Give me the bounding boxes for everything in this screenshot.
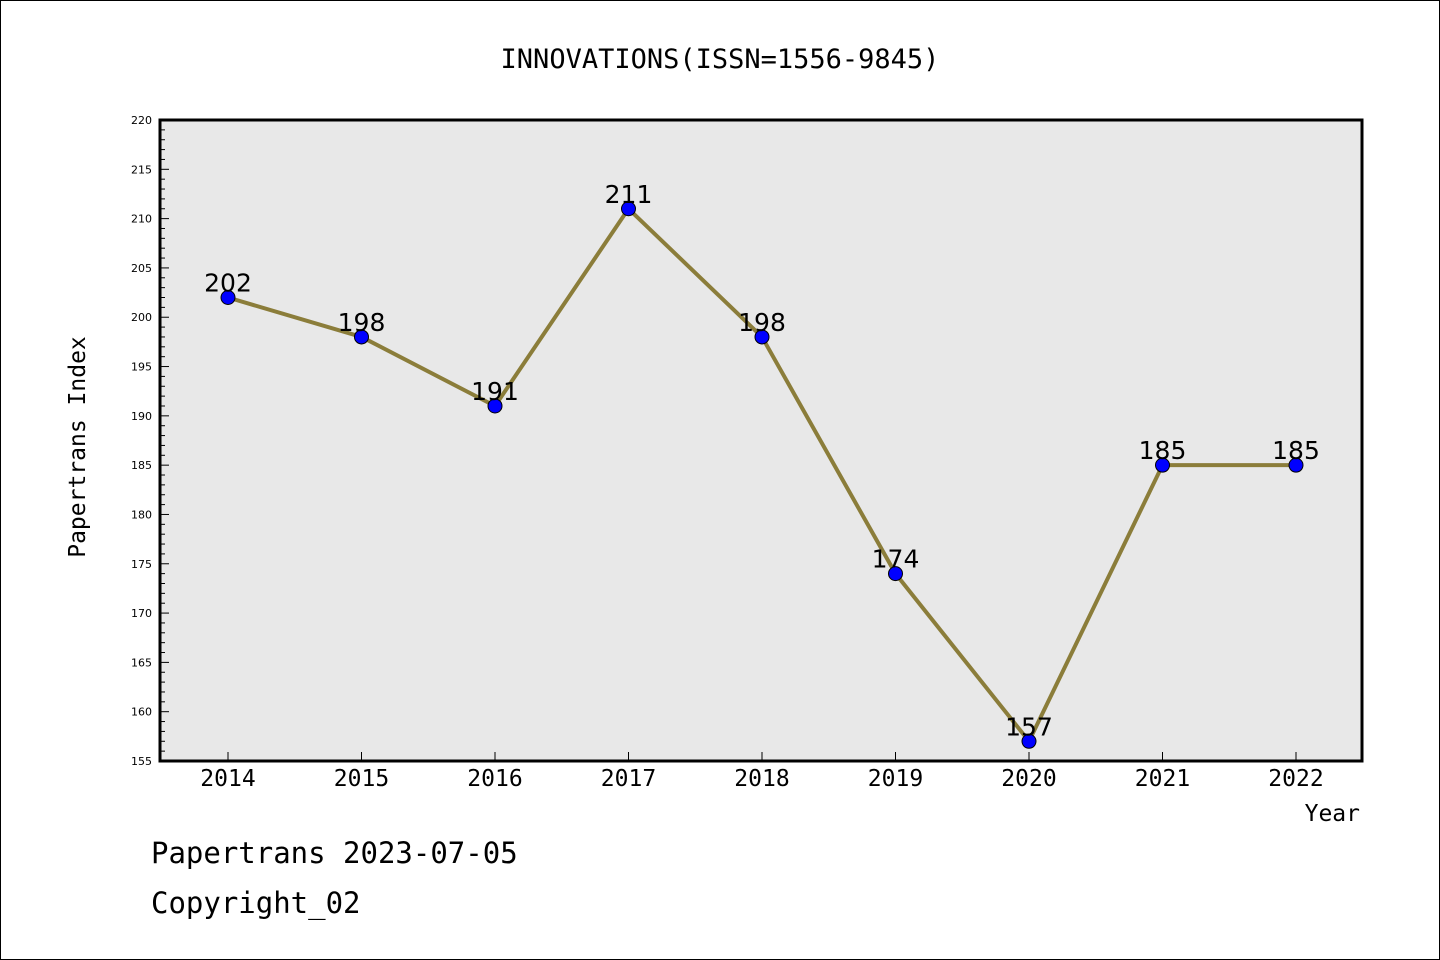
y-tick-label: 195 bbox=[131, 361, 152, 374]
y-axis: 155 160 165 170 175 180 185 190 195 200 205 210 215 2… bbox=[131, 114, 169, 768]
y-tick-label: 160 bbox=[131, 706, 152, 719]
data-point bbox=[220, 290, 236, 306]
plot-area bbox=[160, 120, 1362, 761]
y-tick-label: 205 bbox=[131, 262, 152, 275]
x-tick-label: 2021 bbox=[1135, 766, 1190, 792]
x-tick-label: 2016 bbox=[467, 766, 522, 792]
data-label: 198 bbox=[338, 308, 386, 337]
data-label: 191 bbox=[471, 377, 519, 406]
footer-date: Papertrans 2023-07-05 bbox=[151, 836, 518, 870]
data-label: 185 bbox=[1272, 436, 1320, 465]
data-point bbox=[1288, 457, 1304, 473]
data-labels: 202 198 191 211 198 174 157 185 185 bbox=[204, 180, 1320, 742]
x-tick-label: 2017 bbox=[601, 766, 656, 792]
x-tick-label: 2020 bbox=[1001, 766, 1056, 792]
y-tick-label: 175 bbox=[131, 558, 152, 571]
y-tick-label: 185 bbox=[131, 459, 152, 472]
data-point bbox=[754, 329, 770, 345]
data-point bbox=[487, 398, 503, 414]
y-tick-label: 215 bbox=[131, 163, 152, 176]
y-tick-label: 200 bbox=[131, 311, 152, 324]
y-tick-label: 180 bbox=[131, 508, 152, 521]
plot-border bbox=[158, 118, 1364, 763]
x-tick-label: 2014 bbox=[200, 766, 255, 792]
y-tick-label: 155 bbox=[131, 755, 152, 768]
data-point bbox=[1021, 733, 1037, 749]
series-line bbox=[220, 201, 1304, 749]
data-label: 185 bbox=[1139, 436, 1187, 465]
x-tick-label: 2019 bbox=[868, 766, 923, 792]
data-label: 198 bbox=[738, 308, 786, 337]
data-label: 157 bbox=[1005, 712, 1053, 741]
y-tick-label: 210 bbox=[131, 213, 152, 226]
y-tick-label: 220 bbox=[131, 114, 152, 127]
data-label: 202 bbox=[204, 269, 252, 298]
x-axis: 2014 2015 2016 2017 2018 2019 2020 2021 2022 bbox=[200, 752, 1324, 792]
x-tick-label: 2018 bbox=[734, 766, 789, 792]
data-point bbox=[354, 329, 369, 345]
chart-title: INNOVATIONS(ISSN=1556-9845) bbox=[501, 44, 940, 75]
y-tick-label: 170 bbox=[131, 607, 152, 620]
y-tick-label: 190 bbox=[131, 410, 152, 423]
footer-copyright: Copyright_02 bbox=[151, 886, 361, 920]
data-label: 211 bbox=[605, 180, 653, 209]
x-axis-label: Year bbox=[1305, 801, 1360, 827]
data-point bbox=[621, 201, 636, 217]
y-axis-label: Papertrans Index bbox=[65, 336, 91, 558]
y-tick-label: 165 bbox=[131, 656, 152, 669]
data-point bbox=[1155, 457, 1170, 473]
x-tick-label: 2015 bbox=[334, 766, 389, 792]
data-label: 174 bbox=[872, 545, 920, 574]
x-tick-label: 2022 bbox=[1268, 766, 1323, 792]
data-point bbox=[888, 566, 903, 582]
